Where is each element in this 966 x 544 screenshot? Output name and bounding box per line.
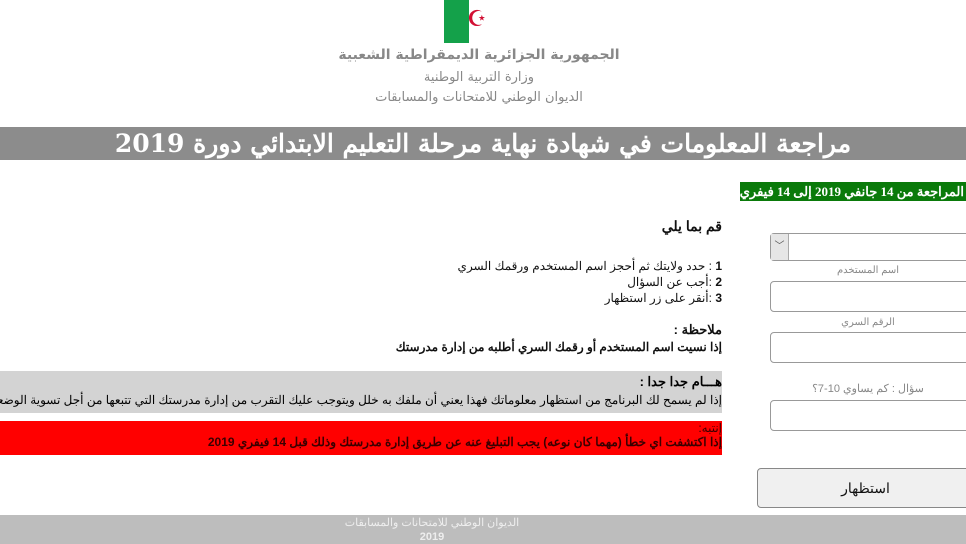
algeria-flag-logo <box>444 0 494 43</box>
wilaya-select[interactable]: ﹀ <box>770 233 966 261</box>
header-republic: الجمهورية الجزائرية الديمقراطية الشعبية <box>338 47 620 63</box>
notice-title: هـــام جدا جدا : <box>639 374 722 389</box>
chevron-down-icon[interactable]: ﹀ <box>771 234 789 260</box>
note-text: إذا نسيت اسم المستخدم أو رقمك السري أطلب… <box>395 340 722 354</box>
error-alert: إنتبه: إذا اكتشفت اي خطأ (مهما كان نوعه)… <box>0 421 722 455</box>
alert-title: إنتبه: <box>698 421 722 435</box>
footer: الديوان الوطني للامتحانات والمسابقات 201… <box>0 515 966 544</box>
notice-text: إذا لم يسمح لك البرنامج من استظهار معلوم… <box>0 393 722 407</box>
instructions-steps: 1 : حدد ولايتك ثم أحجز اسم المستخدم ورقم… <box>458 258 722 306</box>
footer-year: 2019 <box>419 531 445 543</box>
header-ministry: وزارة التربية الوطنية <box>423 70 535 85</box>
instructions-heading: قم بما يلي <box>661 218 722 234</box>
password-input[interactable] <box>770 332 966 363</box>
step-3: 3 :أنقر على زر استظهار <box>604 291 722 305</box>
important-notice: هـــام جدا جدا : إذا لم يسمح لك البرنامج… <box>0 371 722 413</box>
username-input[interactable] <box>770 281 966 312</box>
crescent-star-icon: ☪ <box>467 7 487 32</box>
question-label: سؤال : كم يساوي 10-7؟ <box>812 383 924 395</box>
username-label: اسم المستخدم <box>836 265 900 276</box>
step-2: 2 :أجب عن السؤال <box>627 275 722 289</box>
alert-text: إذا اكتشفت اي خطأ (مهما كان نوعه) يجب ال… <box>207 435 722 449</box>
step-1: 1 : حدد ولايتك ثم أحجز اسم المستخدم ورقم… <box>457 259 722 273</box>
page-title: مراجعة المعلومات في شهادة نهاية مرحلة ال… <box>0 127 966 160</box>
password-label: الرقم السري <box>841 317 895 328</box>
submit-button[interactable]: استظهار <box>757 468 966 508</box>
period-banner: المراجعة من 14 جانفي 2019 إلى 14 فيفري 2… <box>740 182 966 201</box>
note-label: ملاحظة : <box>673 322 722 337</box>
period-text: المراجعة من 14 جانفي 2019 إلى 14 فيفري 2… <box>740 184 964 199</box>
header-office: الديوان الوطني للامتحانات والمسابقات <box>375 90 583 105</box>
footer-org: الديوان الوطني للامتحانات والمسابقات <box>344 517 520 529</box>
answer-input[interactable] <box>770 400 966 431</box>
